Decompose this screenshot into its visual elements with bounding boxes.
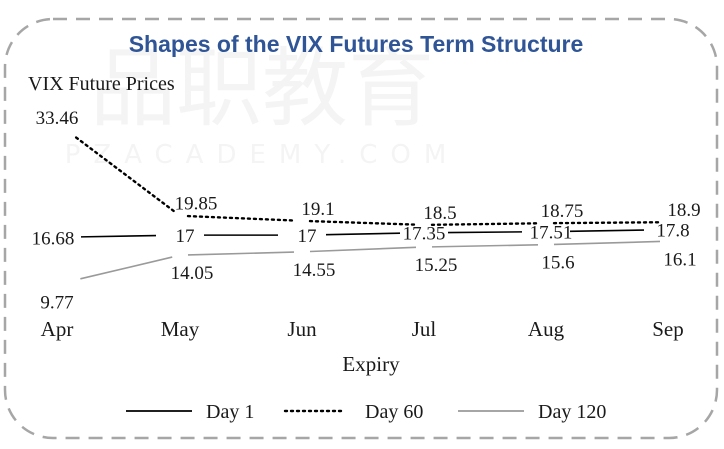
x-tick-label: Aug <box>528 317 565 341</box>
legend: Day 1 Day 60 Day 120 <box>126 401 606 423</box>
series-segment-day-60 <box>186 214 296 222</box>
chart-frame <box>3 17 719 440</box>
data-label-day-1: 17.51 <box>530 223 573 244</box>
series-segment-day-60 <box>308 219 418 226</box>
series-segment-day-1 <box>80 234 157 238</box>
series-segment-day-120 <box>80 256 173 280</box>
data-label-day-60: 18.9 <box>667 200 700 221</box>
series-segment-day-1 <box>447 231 523 234</box>
data-label-day-120: 14.05 <box>171 263 214 284</box>
legend-label-day-120: Day 120 <box>538 401 606 423</box>
series-segment-day-120 <box>309 246 417 253</box>
series-segment-day-120 <box>553 240 661 246</box>
legend-label-day-60: Day 60 <box>365 401 423 423</box>
data-label-day-120: 9.77 <box>40 292 73 313</box>
y-axis-label: VIX Future Prices <box>28 73 175 95</box>
data-label-day-1: 17.8 <box>656 221 689 242</box>
series-segment-day-60 <box>74 136 175 213</box>
data-label-day-60: 19.1 <box>301 199 334 220</box>
x-tick-label: Jul <box>412 317 437 341</box>
data-label-day-1: 17 <box>176 226 195 247</box>
series-segment-day-1 <box>325 232 401 236</box>
chart-title: Shapes of the VIX Futures Term Structure <box>129 31 584 57</box>
watermark-logo: 品职教育 <box>90 39 434 139</box>
x-tick-label: Jun <box>287 317 317 341</box>
series-segment-day-60 <box>552 221 662 225</box>
data-label-day-60: 33.46 <box>36 108 79 129</box>
data-label-day-60: 18.75 <box>541 201 584 222</box>
x-axis-label: Expiry <box>342 352 400 376</box>
series-segment-day-120 <box>187 251 295 256</box>
series-lines <box>74 136 662 280</box>
watermark-url: PZACADEMY.COM <box>65 140 460 170</box>
data-label-day-60: 19.85 <box>175 194 218 215</box>
data-label-day-60: 18.5 <box>423 203 456 224</box>
x-tick-label: Apr <box>41 317 74 341</box>
x-axis-ticks: Apr May Jun Jul Aug Sep <box>41 317 684 341</box>
data-label-day-120: 15.25 <box>415 255 458 276</box>
data-label-day-120: 14.55 <box>293 260 336 281</box>
data-label-day-1: 17.35 <box>403 224 446 245</box>
data-label-day-1: 17 <box>298 226 317 247</box>
data-label-day-1: 16.68 <box>32 228 75 249</box>
legend-label-day-1: Day 1 <box>206 401 254 423</box>
data-label-day-120: 15.6 <box>541 253 574 274</box>
series-segment-day-120 <box>431 244 539 248</box>
x-tick-label: Sep <box>652 317 684 341</box>
data-label-day-120: 16.1 <box>663 249 696 270</box>
x-tick-label: May <box>161 317 200 341</box>
series-segment-day-1 <box>569 229 645 233</box>
data-labels: 16.68 17 17 17.35 17.51 17.8 33.46 19.85 19.1 18.… <box>32 108 701 313</box>
series-segment-day-60 <box>430 222 540 227</box>
